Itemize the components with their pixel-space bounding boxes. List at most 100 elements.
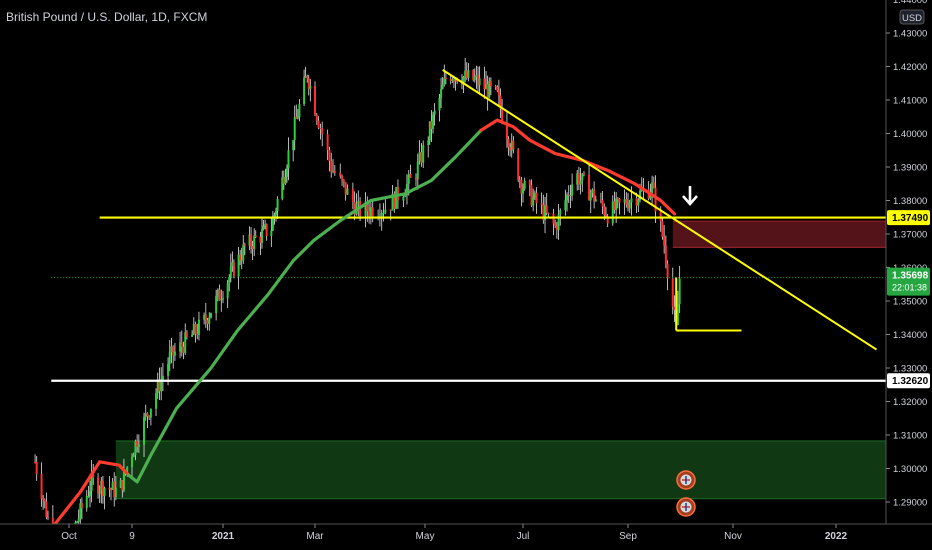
y-tick-label: 1.34000 bbox=[893, 330, 927, 341]
candle-body bbox=[673, 306, 676, 310]
ma-segment-2 bbox=[479, 118, 677, 216]
candle-body bbox=[228, 277, 231, 284]
candle-body bbox=[540, 203, 543, 205]
candle-body bbox=[203, 314, 206, 320]
candle-body bbox=[250, 234, 253, 246]
candle-body bbox=[220, 299, 223, 301]
candle-body bbox=[651, 182, 654, 193]
candle-body bbox=[264, 224, 267, 226]
candle-body bbox=[307, 78, 310, 89]
candle-body bbox=[369, 207, 372, 216]
candle-body bbox=[42, 498, 45, 500]
candle-body bbox=[599, 199, 602, 201]
candle-body bbox=[444, 77, 447, 80]
candle-body bbox=[635, 198, 638, 206]
candle-body bbox=[440, 88, 443, 98]
candle-body bbox=[248, 234, 251, 246]
candle-body bbox=[533, 192, 536, 198]
y-tick-label: 1.40000 bbox=[893, 129, 927, 140]
candle-body bbox=[328, 150, 331, 162]
candle-body bbox=[407, 174, 410, 184]
candle-body bbox=[523, 180, 526, 189]
candle-body bbox=[485, 84, 488, 90]
candle-body bbox=[451, 79, 454, 82]
candle-body bbox=[601, 200, 604, 207]
candle-body bbox=[287, 150, 290, 169]
candle-body bbox=[486, 84, 489, 98]
candle-body bbox=[271, 218, 274, 231]
x-tick-label: Sep bbox=[619, 531, 637, 542]
candle-body bbox=[613, 201, 616, 210]
candle-body bbox=[589, 193, 592, 201]
candle-body bbox=[196, 333, 199, 336]
candle-body bbox=[528, 180, 531, 186]
candle-body bbox=[623, 199, 626, 203]
candle-body bbox=[467, 70, 470, 78]
candle-body bbox=[530, 185, 533, 206]
candle-body bbox=[231, 262, 234, 267]
x-tick-label: May bbox=[416, 531, 435, 542]
candle-body bbox=[218, 289, 221, 301]
candle-body bbox=[443, 77, 446, 86]
candle-body bbox=[292, 140, 295, 151]
candle-body bbox=[317, 120, 320, 128]
candle-body bbox=[113, 481, 116, 498]
candle-body bbox=[454, 78, 457, 82]
candle-body bbox=[319, 127, 322, 129]
candle-body bbox=[98, 490, 101, 494]
candle-body bbox=[499, 95, 502, 109]
candle-body bbox=[628, 202, 631, 209]
x-tick-label: 9 bbox=[129, 531, 135, 542]
candle-body bbox=[43, 499, 46, 502]
candle-body bbox=[273, 214, 276, 219]
candle-body bbox=[45, 501, 48, 518]
candle-body bbox=[545, 205, 548, 213]
candle-body bbox=[676, 304, 679, 325]
candle-body bbox=[611, 201, 614, 224]
candle-body bbox=[242, 244, 245, 261]
candle-body bbox=[671, 278, 674, 307]
candle-body bbox=[339, 172, 342, 176]
candle-body bbox=[168, 352, 171, 364]
candle-body bbox=[172, 346, 175, 356]
price-label-last-price bbox=[887, 267, 930, 296]
candle-body bbox=[554, 223, 557, 226]
candle-body bbox=[237, 254, 240, 277]
price-label-resistance bbox=[887, 210, 930, 226]
x-tick-label: Oct bbox=[61, 531, 77, 542]
candle-body bbox=[131, 457, 133, 468]
candle-body bbox=[420, 152, 423, 163]
candle-body bbox=[89, 490, 91, 496]
candle-body bbox=[85, 495, 88, 509]
y-tick-label: 1.30000 bbox=[893, 464, 927, 475]
candle-body bbox=[522, 188, 524, 194]
event-flag-icon-0 bbox=[676, 470, 696, 490]
candle-body bbox=[260, 229, 263, 243]
zone-1 bbox=[115, 441, 886, 499]
candle-body bbox=[51, 517, 54, 524]
candle-body bbox=[351, 188, 354, 202]
candle-body bbox=[564, 200, 567, 211]
candle-body bbox=[126, 467, 129, 472]
candle-body bbox=[90, 472, 93, 491]
candle-body bbox=[547, 212, 550, 214]
candle-body bbox=[121, 480, 124, 491]
candle-body bbox=[184, 332, 187, 353]
candle-body bbox=[663, 236, 666, 246]
candle-body bbox=[298, 104, 301, 118]
candle-body bbox=[303, 77, 306, 105]
candle-body bbox=[427, 140, 430, 146]
candle-body bbox=[275, 211, 278, 215]
candle-body bbox=[296, 117, 299, 119]
candle-body bbox=[97, 477, 100, 494]
candle-body bbox=[353, 201, 356, 215]
candle-body bbox=[542, 204, 545, 221]
candle-body bbox=[666, 263, 669, 279]
candle-body bbox=[478, 78, 481, 86]
candle-body bbox=[571, 184, 574, 196]
y-tick-label: 1.29000 bbox=[893, 498, 927, 509]
candle-body bbox=[416, 161, 419, 180]
candle-body bbox=[92, 472, 95, 478]
candle-body bbox=[314, 85, 316, 115]
